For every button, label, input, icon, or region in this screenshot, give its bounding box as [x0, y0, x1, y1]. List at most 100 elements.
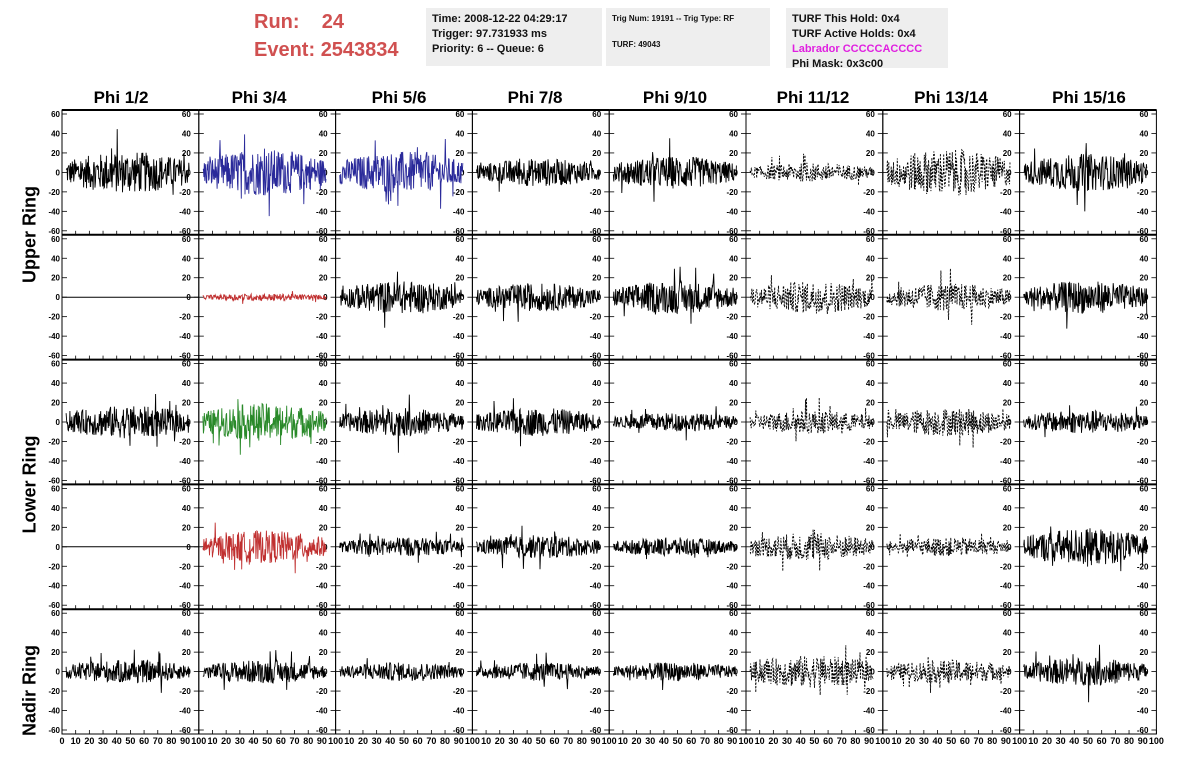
y-tick-label: 20 [1139, 523, 1148, 532]
y-tick-label: 20 [455, 523, 464, 532]
y-tick-label: 0 [460, 668, 465, 677]
phi-mask-text: Phi Mask: 0x3c00 [792, 58, 884, 70]
waveform-trace [749, 645, 874, 696]
y-tick-label: -20 [453, 188, 465, 197]
y-tick-label: 20 [319, 648, 328, 657]
x-tick-label: 50 [809, 736, 819, 746]
y-tick-label: 20 [729, 149, 738, 158]
waveform-trace [886, 268, 1011, 325]
y-tick-label: 60 [319, 110, 328, 119]
waveform-trace [1023, 281, 1148, 329]
y-tick-label: 60 [729, 360, 738, 369]
x-tick-label: 70 [290, 736, 300, 746]
y-tick-label: 60 [1003, 484, 1012, 493]
x-tick-label: 80 [577, 736, 587, 746]
y-tick-label: -20 [179, 437, 191, 446]
y-tick-label: 0 [460, 168, 465, 177]
x-tick-label: 100 [465, 736, 480, 746]
x-tick-label: 50 [262, 736, 272, 746]
y-tick-label: 40 [1139, 629, 1148, 638]
y-tick-label: 20 [1003, 648, 1012, 657]
y-tick-label: 20 [592, 648, 601, 657]
y-tick-label: 60 [182, 484, 191, 493]
x-tick-label: 40 [1069, 736, 1079, 746]
y-tick-label: -40 [48, 457, 60, 466]
y-tick-label: 20 [1139, 648, 1148, 657]
waveform-trace [749, 529, 874, 572]
y-tick-label: 40 [182, 379, 191, 388]
y-tick-label: 20 [1003, 399, 1012, 408]
y-tick-label: 40 [592, 629, 601, 638]
y-tick-label: 40 [729, 504, 738, 513]
y-tick-label: -20 [590, 188, 602, 197]
y-tick-label: 40 [51, 629, 60, 638]
y-tick-label: -40 [726, 582, 738, 591]
y-tick-label: -20 [1000, 437, 1012, 446]
y-tick-label: 60 [455, 609, 464, 618]
y-tick-label: -40 [48, 207, 60, 216]
y-tick-label: 40 [1003, 379, 1012, 388]
x-tick-label: 90 [727, 736, 737, 746]
waveform-trace [612, 406, 737, 441]
y-tick-label: 60 [1003, 360, 1012, 369]
y-tick-label: -60 [48, 726, 60, 735]
x-tick-label: 70 [974, 736, 984, 746]
y-tick-label: -40 [179, 582, 191, 591]
y-tick-label: 60 [1139, 360, 1148, 369]
y-tick-label: 40 [319, 254, 328, 263]
y-tick-label: 60 [455, 235, 464, 244]
x-tick-label: 10 [344, 736, 354, 746]
y-tick-label: 60 [1003, 609, 1012, 618]
y-tick-label: -60 [48, 476, 60, 485]
y-tick-label: -20 [1137, 188, 1149, 197]
y-tick-label: -40 [726, 332, 738, 341]
x-tick-label: 20 [1042, 736, 1052, 746]
y-tick-label: -40 [179, 207, 191, 216]
y-tick-label: -20 [1137, 562, 1149, 571]
y-tick-label: 40 [455, 504, 464, 513]
y-tick-label: -20 [1000, 188, 1012, 197]
y-tick-label: 40 [319, 129, 328, 138]
x-tick-label: 20 [495, 736, 505, 746]
x-tick-label: 100 [1149, 736, 1164, 746]
waveform-trace [339, 138, 464, 209]
x-tick-label: 20 [221, 736, 231, 746]
x-tick-label: 50 [125, 736, 135, 746]
x-tick-label: 90 [1001, 736, 1011, 746]
y-tick-label: -20 [48, 562, 60, 571]
x-tick-label: 20 [905, 736, 915, 746]
y-tick-label: -40 [1000, 582, 1012, 591]
waveform-trace [612, 662, 737, 691]
y-tick-label: -40 [179, 332, 191, 341]
y-tick-label: 20 [1003, 274, 1012, 283]
y-tick-label: 60 [182, 360, 191, 369]
y-tick-label: 20 [866, 149, 875, 158]
y-tick-label: -20 [590, 562, 602, 571]
x-tick-label: 70 [563, 736, 573, 746]
run-label: Run: [254, 11, 300, 33]
waveform-trace [886, 148, 1011, 196]
x-tick-label: 90 [1138, 736, 1148, 746]
y-tick-label: 60 [182, 110, 191, 119]
x-tick-label: 80 [166, 736, 176, 746]
y-tick-label: 40 [1003, 254, 1012, 263]
waveform-trace [65, 649, 190, 693]
y-tick-label: 60 [1003, 235, 1012, 244]
col-title-phi-5-6: Phi 5/6 [371, 88, 427, 107]
x-tick-label: 40 [385, 736, 395, 746]
y-tick-label: -40 [316, 707, 328, 716]
x-tick-label: 100 [738, 736, 753, 746]
x-tick-label: 60 [960, 736, 970, 746]
y-tick-label: 40 [729, 379, 738, 388]
y-tick-label: 20 [51, 274, 60, 283]
y-tick-label: -20 [726, 188, 738, 197]
y-tick-label: 20 [1139, 399, 1148, 408]
y-tick-label: 40 [455, 254, 464, 263]
x-tick-label: 90 [591, 736, 601, 746]
x-tick-label: 40 [796, 736, 806, 746]
x-tick-label: 30 [1056, 736, 1066, 746]
run-value: 24 [321, 11, 345, 33]
y-tick-label: -40 [1137, 707, 1149, 716]
x-tick-label: 90 [180, 736, 190, 746]
